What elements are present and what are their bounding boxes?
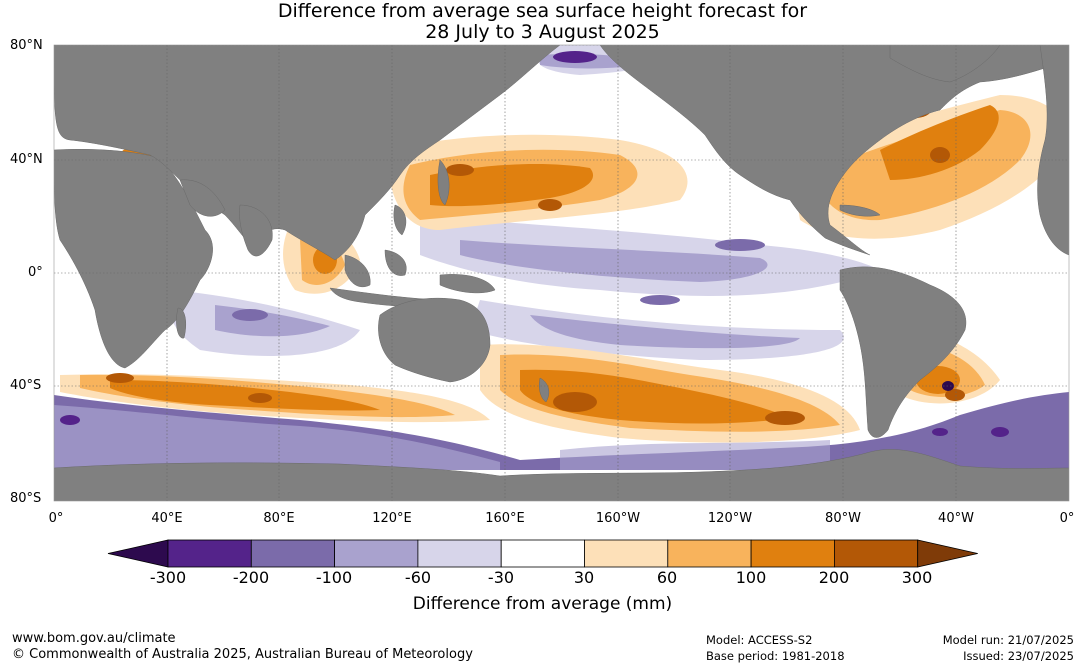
lat-label-40s: 40°S xyxy=(10,378,42,393)
lon-label-40w: 40°W xyxy=(938,511,974,526)
greenland xyxy=(889,45,1001,83)
lat-label-0: 0° xyxy=(28,265,43,280)
southern-ocean-light xyxy=(54,405,830,470)
lon-label-120w: 120°W xyxy=(707,511,753,526)
lon-label-80e: 80°E xyxy=(263,511,295,526)
graticule xyxy=(54,45,1069,501)
lon-label-80w: 80°W xyxy=(825,511,861,526)
model-run-date: Model run: 21/07/2025 xyxy=(942,633,1074,647)
land-masses xyxy=(54,45,1069,501)
north-america xyxy=(599,45,1069,256)
copyright-notice: © Commonwealth of Australia 2025, Austra… xyxy=(12,647,473,662)
lat-label-80s: 80°S xyxy=(10,491,42,506)
lat-label-80n: 80°N xyxy=(10,38,43,53)
map-title-line-1: Difference from average sea surface heig… xyxy=(277,0,808,22)
colorbar-tick-label: -300 xyxy=(149,568,187,587)
lat-label-40n: 40°N xyxy=(10,152,43,167)
lon-label-160e: 160°E xyxy=(485,511,525,526)
lon-label-160w: 160°W xyxy=(595,511,641,526)
base-period: Base period: 1981-2018 xyxy=(706,649,845,663)
colorbar-tick-label: 30 xyxy=(573,568,595,587)
europe-africa-east-edge xyxy=(1037,45,1069,256)
colorbar-tick-label: 200 xyxy=(818,568,850,587)
eurasia xyxy=(54,45,561,261)
colorbar-tick-label: -60 xyxy=(404,568,432,587)
website-link[interactable]: www.bom.gov.au/climate xyxy=(12,631,176,646)
lon-label-0-west: 0° xyxy=(48,511,64,526)
colorbar-tick-label: 60 xyxy=(656,568,678,587)
colorbar-title: Difference from average (mm) xyxy=(412,594,673,614)
colorbar-tick-label: 300 xyxy=(901,568,933,587)
model-name: Model: ACCESS-S2 xyxy=(706,633,813,647)
colorbar-tick-label: -200 xyxy=(232,568,270,587)
south-america xyxy=(839,266,967,438)
lon-label-0-east: 0° xyxy=(1059,511,1075,526)
map-title-line-2: 28 July to 3 August 2025 xyxy=(425,21,660,43)
india xyxy=(239,204,273,257)
lon-label-120e: 120°E xyxy=(372,511,412,526)
map-frame xyxy=(53,44,1070,502)
australia xyxy=(378,297,491,383)
antarctica xyxy=(54,449,1069,501)
colorbar-tick-label: -100 xyxy=(315,568,353,587)
lon-label-40e: 40°E xyxy=(151,511,183,526)
colorbar-tick-label: -30 xyxy=(487,568,515,587)
colorbar-tick-label: 100 xyxy=(735,568,767,587)
issued-date: Issued: 23/07/2025 xyxy=(963,649,1074,663)
